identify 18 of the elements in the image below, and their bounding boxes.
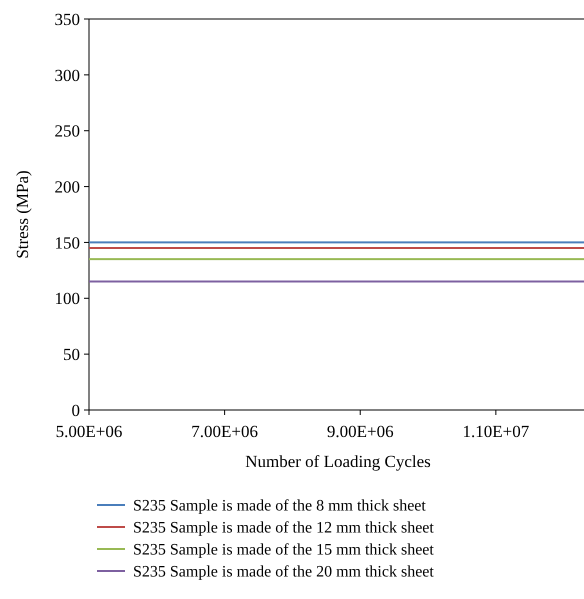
y-tick-label: 300 — [54, 66, 80, 85]
x-tick-label: 7.00E+06 — [191, 422, 258, 441]
y-axis-title: Stress (MPa) — [13, 170, 32, 259]
legend-label: S235 Sample is made of the 8 mm thick sheet — [133, 498, 426, 515]
y-tick-label: 100 — [54, 289, 80, 308]
x-tick-label: 1.10E+07 — [462, 422, 530, 441]
legend-label: S235 Sample is made of the 15 mm thick sheet — [133, 542, 434, 559]
x-tick-label: 9.00E+06 — [326, 422, 394, 441]
x-axis-title: Number of Loading Cycles — [245, 452, 431, 471]
y-tick-label: 150 — [54, 233, 80, 252]
y-tick-label: 0 — [72, 400, 80, 420]
y-tick-label: 350 — [54, 10, 80, 29]
y-tick-label: 250 — [54, 122, 80, 141]
legend-label: S235 Sample is made of the 20 mm thick sheet — [133, 564, 434, 581]
legend-label: S235 Sample is made of the 12 mm thick sheet — [133, 520, 434, 537]
x-tick-label: 5.00E+06 — [56, 422, 122, 441]
y-tick-label: 200 — [54, 178, 80, 197]
y-tick-label: 50 — [63, 345, 80, 364]
